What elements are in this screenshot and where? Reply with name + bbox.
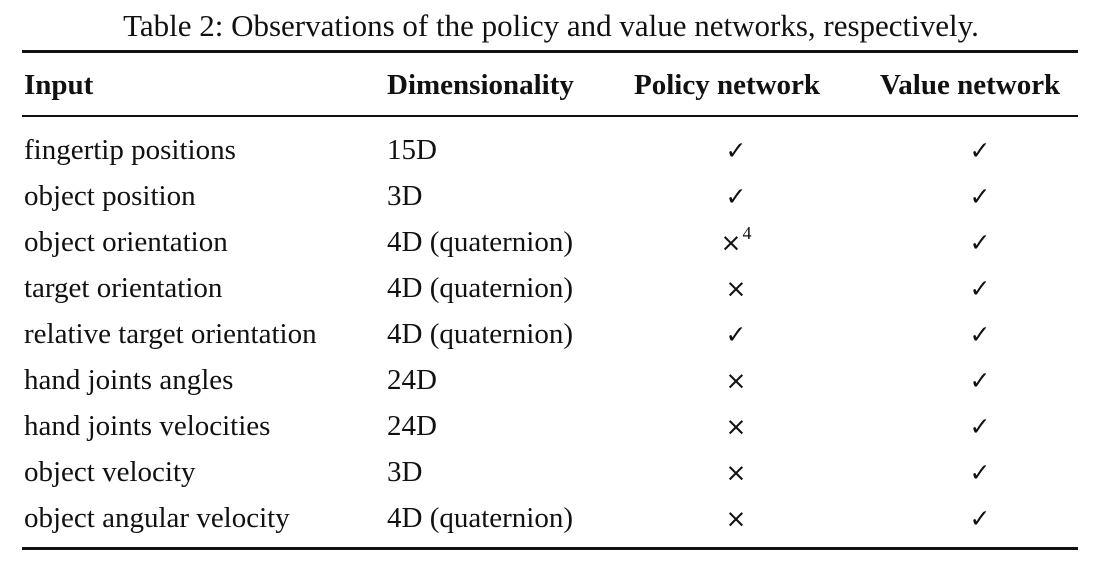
value-mark: ✓ xyxy=(969,274,991,303)
policy-mark: × xyxy=(725,412,747,441)
column-header-dimensionality: Dimensionality xyxy=(387,69,574,101)
policy-mark: × xyxy=(725,458,747,487)
input-cell: hand joints velocities xyxy=(24,410,271,442)
table-row: object orientation 4D (quaternion) ×4 ✓ xyxy=(0,219,1102,265)
value-cell: ✓ xyxy=(880,357,1080,403)
value-mark: ✓ xyxy=(969,504,991,533)
policy-cell: × xyxy=(636,265,836,311)
input-cell: object position xyxy=(24,180,196,212)
table-row: object angular velocity 4D (quaternion) … xyxy=(0,495,1102,541)
table-row: object position 3D ✓ ✓ xyxy=(0,173,1102,219)
table-bottom-rule xyxy=(22,547,1078,550)
input-cell: object angular velocity xyxy=(24,502,290,534)
policy-mark: × xyxy=(720,228,742,257)
policy-mark: × xyxy=(725,366,747,395)
input-cell: hand joints angles xyxy=(24,364,234,396)
input-cell: fingertip positions xyxy=(24,134,236,166)
value-cell: ✓ xyxy=(880,219,1080,265)
policy-cell: × xyxy=(636,357,836,403)
value-mark: ✓ xyxy=(969,228,991,257)
policy-mark: ✓ xyxy=(725,136,747,165)
dimensionality-cell: 4D (quaternion) xyxy=(387,226,574,258)
table-row: hand joints angles 24D × ✓ xyxy=(0,357,1102,403)
policy-mark: ✓ xyxy=(725,182,747,211)
policy-cell: ✓ xyxy=(636,127,836,173)
value-cell: ✓ xyxy=(880,449,1080,495)
column-header-input: Input xyxy=(24,69,94,101)
policy-cell: ✓ xyxy=(636,173,836,219)
policy-cell: × xyxy=(636,495,836,541)
dimensionality-cell: 4D (quaternion) xyxy=(387,272,574,304)
policy-cell: ✓ xyxy=(636,311,836,357)
value-cell: ✓ xyxy=(880,173,1080,219)
table-row: fingertip positions 15D ✓ ✓ xyxy=(0,127,1102,173)
dimensionality-cell: 15D xyxy=(387,134,437,166)
dimensionality-cell: 3D xyxy=(387,180,423,212)
column-header-policy-network: Policy network xyxy=(634,69,821,101)
table-row: hand joints velocities 24D × ✓ xyxy=(0,403,1102,449)
value-mark: ✓ xyxy=(969,182,991,211)
table-header-rule xyxy=(22,115,1078,117)
table-caption: Table 2: Observations of the policy and … xyxy=(123,8,979,43)
value-mark: ✓ xyxy=(969,366,991,395)
dimensionality-cell: 4D (quaternion) xyxy=(387,502,574,534)
policy-mark: × xyxy=(725,274,747,303)
table-top-rule xyxy=(22,50,1078,53)
dimensionality-cell: 3D xyxy=(387,456,423,488)
policy-mark: × xyxy=(725,504,747,533)
table-row: object velocity 3D × ✓ xyxy=(0,449,1102,495)
column-header-value-network: Value network xyxy=(880,69,1061,101)
dimensionality-cell: 24D xyxy=(387,364,437,396)
policy-cell: × xyxy=(636,449,836,495)
dimensionality-cell: 4D (quaternion) xyxy=(387,318,574,350)
value-cell: ✓ xyxy=(880,127,1080,173)
policy-cell: ×4 xyxy=(636,219,836,265)
value-mark: ✓ xyxy=(969,458,991,487)
table-row: target orientation 4D (quaternion) × ✓ xyxy=(0,265,1102,311)
policy-mark: ✓ xyxy=(725,320,747,349)
value-cell: ✓ xyxy=(880,265,1080,311)
table-header-row: Input Dimensionality Policy network Valu… xyxy=(0,62,1102,108)
input-cell: relative target orientation xyxy=(24,318,317,350)
value-cell: ✓ xyxy=(880,311,1080,357)
input-cell: target orientation xyxy=(24,272,223,304)
dimensionality-cell: 24D xyxy=(387,410,437,442)
policy-cell: × xyxy=(636,403,836,449)
value-mark: ✓ xyxy=(969,412,991,441)
input-cell: object velocity xyxy=(24,456,196,488)
footnote-marker: 4 xyxy=(742,223,752,243)
value-mark: ✓ xyxy=(969,136,991,165)
table-row: relative target orientation 4D (quaterni… xyxy=(0,311,1102,357)
value-cell: ✓ xyxy=(880,403,1080,449)
value-mark: ✓ xyxy=(969,320,991,349)
value-cell: ✓ xyxy=(880,495,1080,541)
input-cell: object orientation xyxy=(24,226,228,258)
